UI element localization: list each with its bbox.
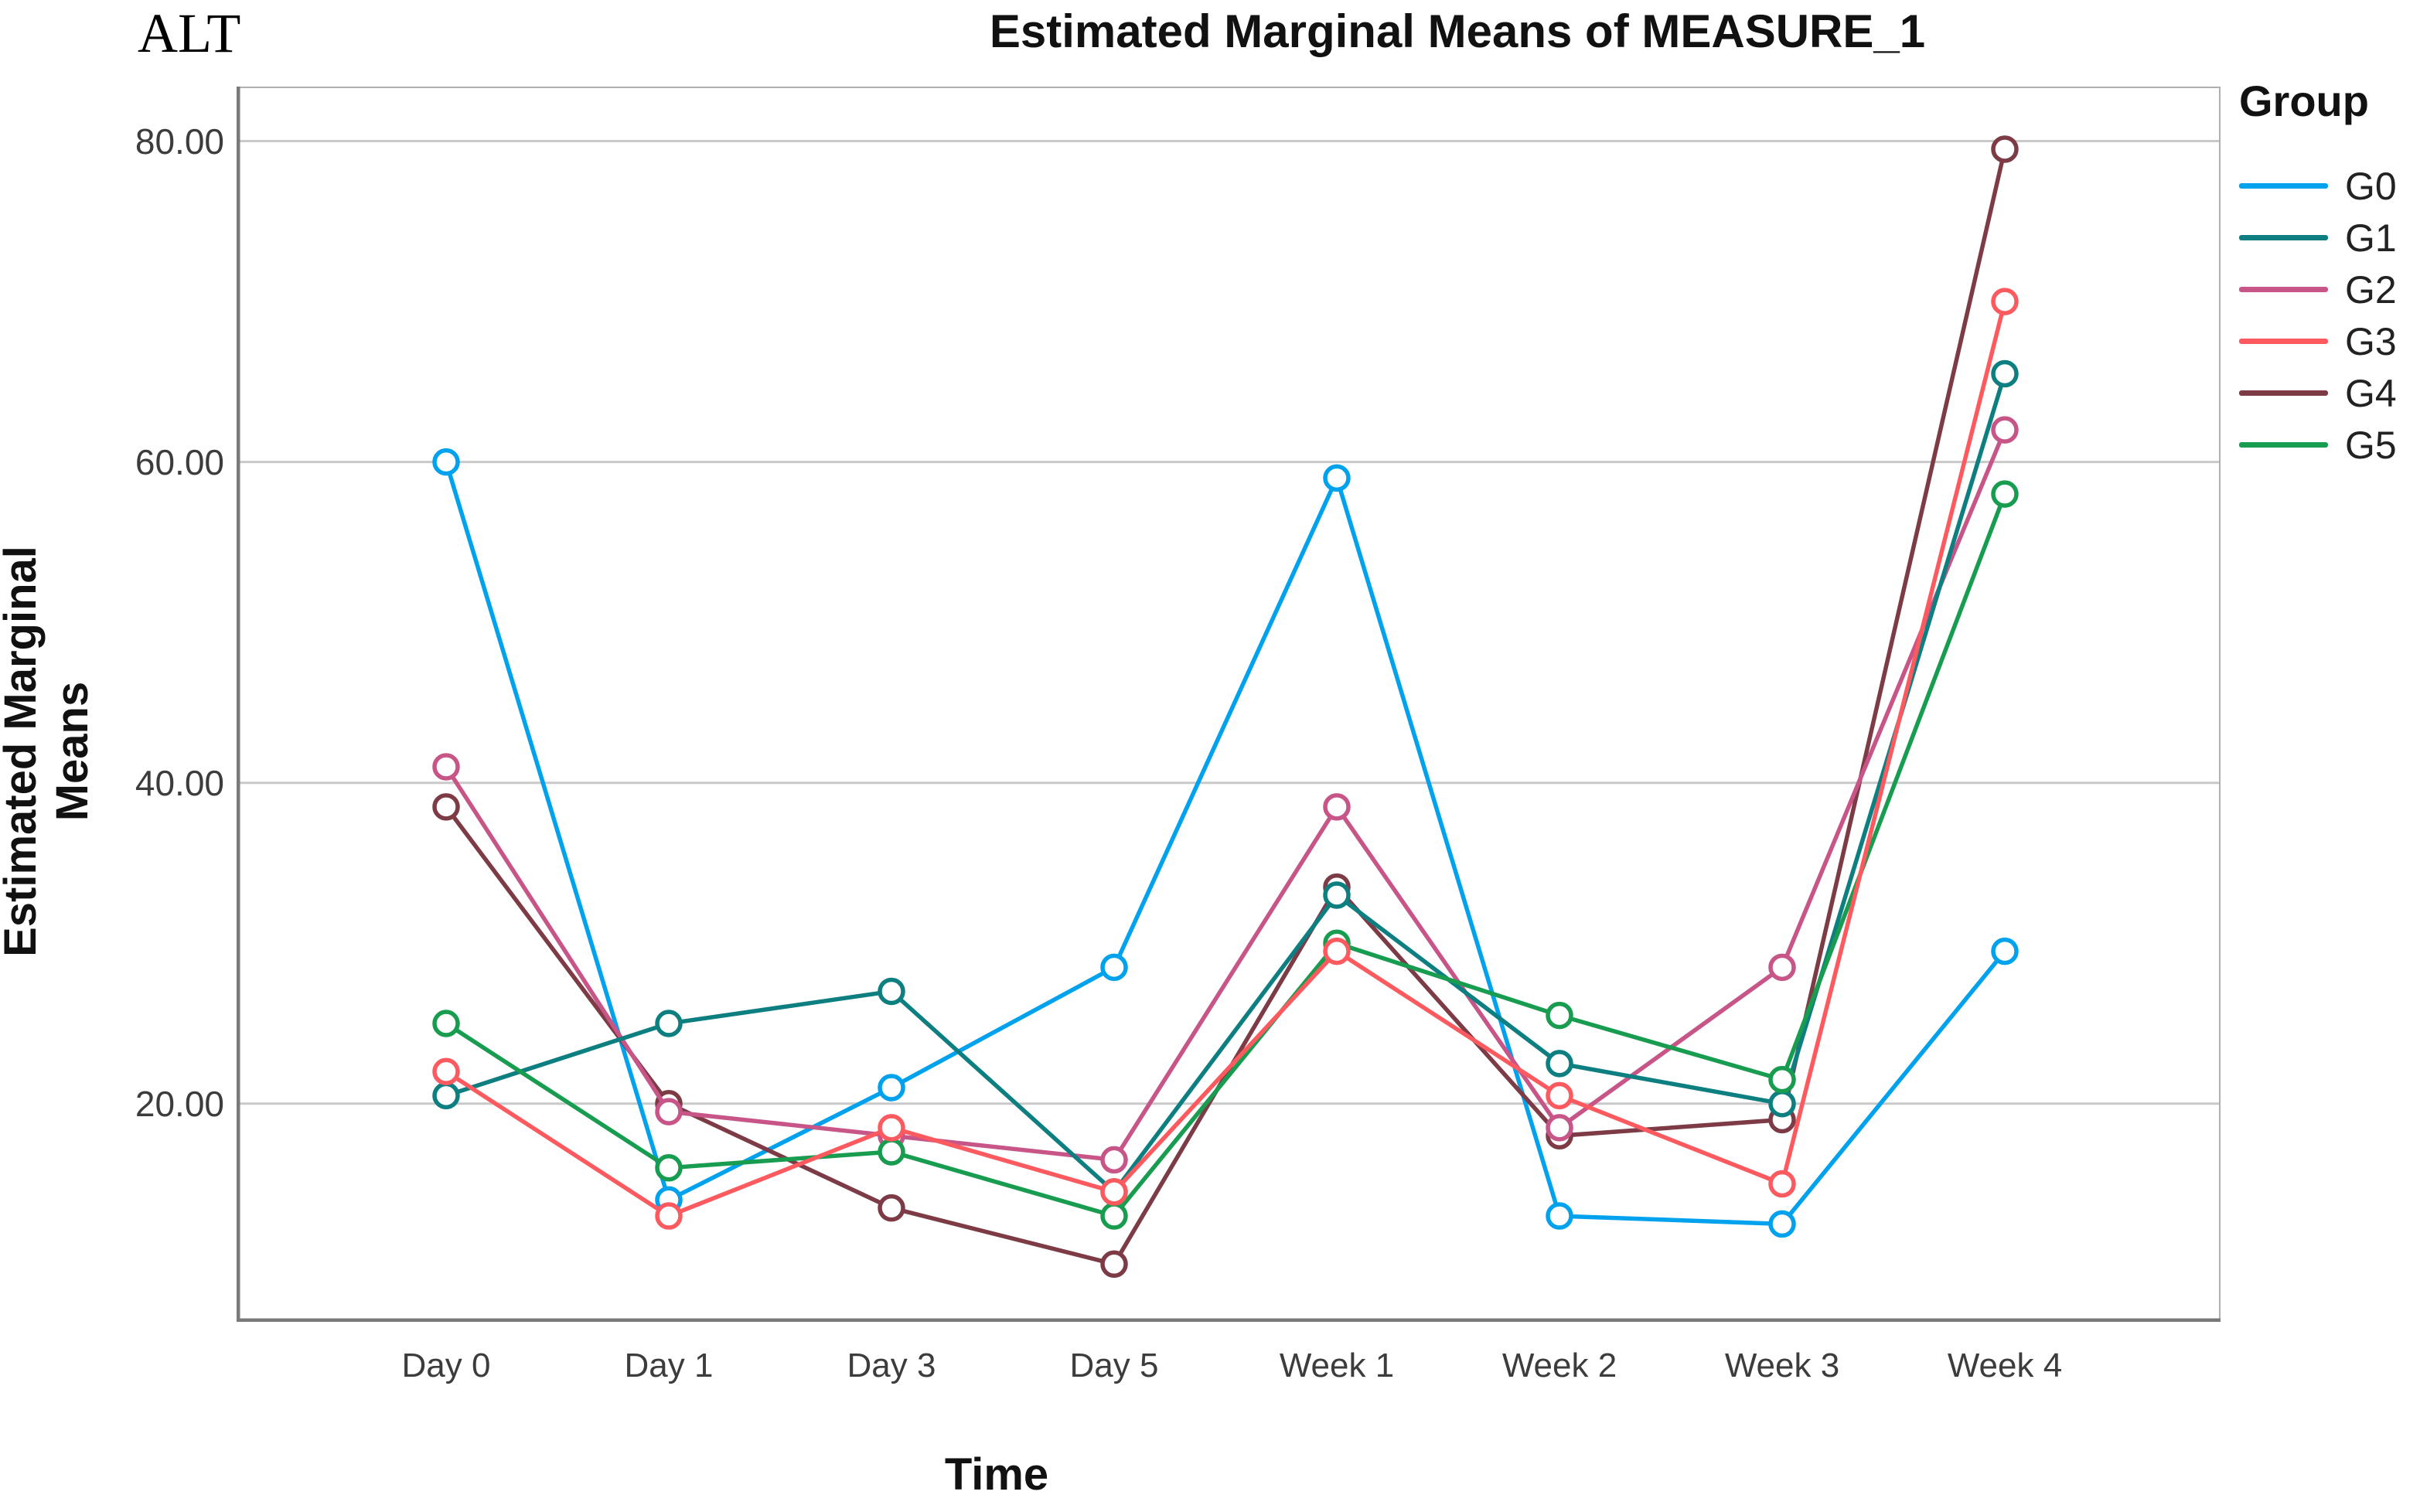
data-point-G5-7 (1991, 480, 2019, 508)
chart-title: Estimated Marginal Means of MEASURE_1 (989, 5, 1926, 57)
series-line-G0 (444, 461, 2007, 1227)
legend-entry-G3: G3 (2239, 315, 2397, 367)
y-tick-label: 20.00 (135, 1083, 224, 1124)
data-point-G0-3 (1100, 953, 1128, 982)
legend-entry-G2: G2 (2239, 264, 2397, 315)
data-point-G3-5 (1546, 1081, 1573, 1110)
x-tick-label: Week 1 (1279, 1347, 1395, 1384)
series-line-G5 (445, 493, 2007, 1218)
legend-label: G0 (2345, 164, 2397, 208)
data-point-G0-4 (1323, 464, 1351, 492)
data-point-G2-6 (1768, 953, 1796, 982)
data-point-G1-5 (1546, 1050, 1573, 1078)
legend-swatch-G2 (2239, 287, 2328, 292)
data-point-G5-6 (1768, 1065, 1796, 1094)
data-point-G5-2 (878, 1138, 905, 1166)
data-point-G0-5 (1546, 1202, 1573, 1230)
x-tick-label: Week 4 (1947, 1347, 2063, 1384)
data-point-G2-0 (432, 753, 460, 781)
data-point-G3-3 (1100, 1178, 1128, 1206)
data-point-G4-3 (1100, 1250, 1128, 1279)
data-point-G0-7 (1991, 937, 2019, 965)
x-tick-label: Day 3 (847, 1347, 936, 1384)
series-line-G3 (445, 301, 2007, 1218)
legend-label: G5 (2345, 423, 2397, 467)
legend-swatch-G4 (2239, 390, 2328, 396)
x-tick-label: Day 0 (401, 1347, 491, 1384)
y-tick-label: 80.00 (135, 121, 224, 162)
legend-swatch-G5 (2239, 442, 2328, 448)
legend-entry-G1: G1 (2239, 212, 2397, 264)
legend-label: G4 (2345, 371, 2397, 415)
x-axis-title: Time (944, 1449, 1049, 1500)
data-point-G3-1 (655, 1202, 683, 1230)
data-point-G0-6 (1768, 1210, 1796, 1238)
data-point-G1-7 (1991, 359, 2019, 388)
data-point-G3-2 (878, 1114, 905, 1142)
data-point-G1-4 (1323, 881, 1351, 909)
legend-entry-G0: G0 (2239, 160, 2397, 212)
data-point-G5-0 (432, 1010, 460, 1037)
legend-label: G1 (2345, 216, 2397, 260)
y-axis-title: Estimated Marginal Means (0, 546, 97, 957)
legend-swatch-G1 (2239, 235, 2328, 240)
y-tick-label: 40.00 (135, 762, 224, 803)
legend-swatch-G3 (2239, 339, 2328, 344)
data-point-G4-0 (432, 793, 460, 821)
data-point-G1-0 (432, 1081, 460, 1110)
figure-annotation: ALT (138, 2, 241, 64)
data-point-G1-6 (1768, 1090, 1796, 1118)
x-tick-label: Week 2 (1501, 1347, 1617, 1384)
data-point-G3-7 (1991, 288, 2019, 315)
legend-title: Group (2239, 77, 2369, 125)
data-point-G3-6 (1768, 1170, 1796, 1198)
data-point-G2-7 (1991, 416, 2019, 444)
x-tick-label: Week 3 (1724, 1347, 1840, 1384)
data-point-G1-2 (878, 977, 905, 1006)
data-point-G5-5 (1546, 1001, 1573, 1030)
data-point-G2-1 (655, 1098, 683, 1125)
data-point-G2-4 (1323, 793, 1351, 821)
series-line-G1 (445, 373, 2007, 1194)
data-point-G5-1 (655, 1154, 683, 1182)
data-point-G0-2 (878, 1074, 905, 1102)
legend-swatch-G0 (2239, 183, 2328, 189)
data-point-G2-5 (1546, 1114, 1573, 1142)
data-point-G2-3 (1100, 1146, 1128, 1174)
data-point-G3-0 (432, 1057, 460, 1085)
legend-entry-G4: G4 (2239, 367, 2397, 419)
data-point-G0-0 (432, 448, 460, 476)
x-tick-label: Day 1 (624, 1347, 714, 1384)
data-point-G3-4 (1323, 937, 1351, 965)
chart-canvas (237, 87, 2221, 1322)
series-line-G2 (444, 429, 2007, 1163)
legend: Group G0 G1 G2 G3 G4 G5 (2239, 76, 2397, 471)
data-point-G4-2 (878, 1194, 905, 1222)
x-tick-label: Day 5 (1069, 1347, 1159, 1384)
y-tick-label: 60.00 (135, 441, 224, 482)
data-point-G5-3 (1100, 1202, 1128, 1230)
data-point-G1-1 (655, 1010, 683, 1037)
data-point-G4-7 (1991, 135, 2019, 163)
legend-label: G3 (2345, 319, 2397, 363)
legend-entry-G5: G5 (2239, 419, 2397, 471)
series-line-G4 (444, 148, 2007, 1267)
legend-label: G2 (2345, 267, 2397, 312)
